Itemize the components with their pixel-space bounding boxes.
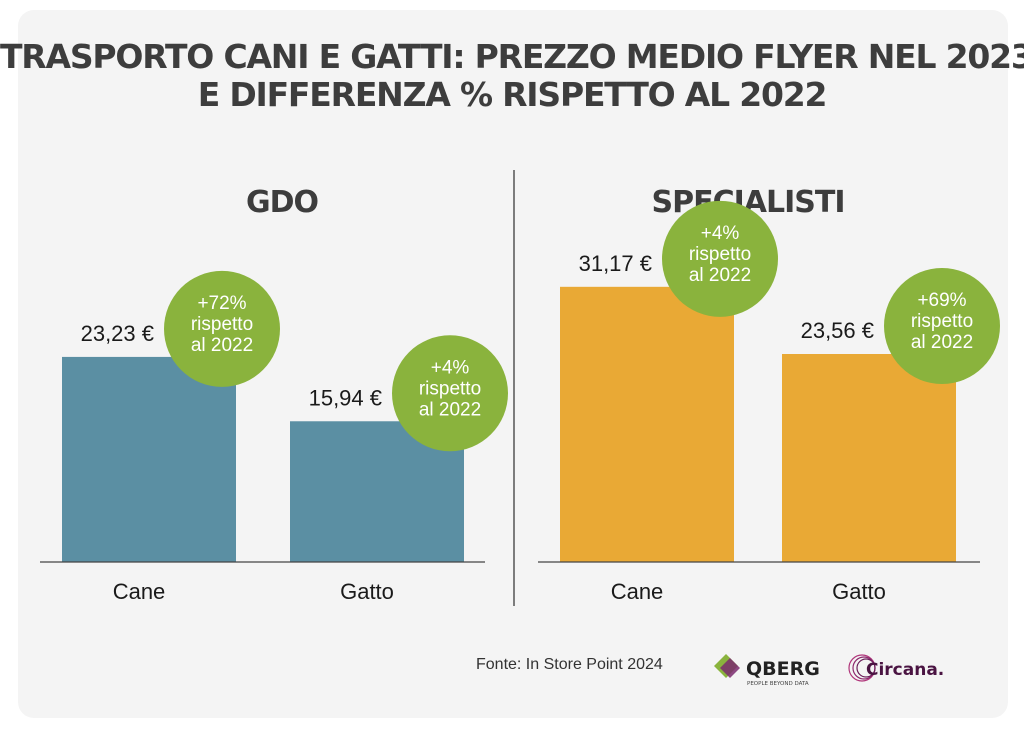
change-badge-text: al 2022 xyxy=(911,332,973,353)
change-badge-text: al 2022 xyxy=(419,399,481,420)
circana-logo-text: Circana. xyxy=(866,660,944,680)
qberg-logo-tagline: PEOPLE BEYOND DATA xyxy=(747,681,809,687)
bar xyxy=(62,356,236,562)
chart-title-line-1: TRASPORTO CANI E GATTI: PREZZO MEDIO FLY… xyxy=(0,37,1024,76)
change-badge xyxy=(884,267,1000,384)
category-label: Gatto xyxy=(832,579,886,604)
category-label: Cane xyxy=(611,579,664,604)
circana-logo-ring-3 xyxy=(856,658,876,678)
circana-logo: Circana. xyxy=(848,654,944,682)
change-badge xyxy=(392,335,508,452)
change-badge-text: +4% xyxy=(431,357,470,378)
panel-title: GDO xyxy=(246,185,318,220)
bar xyxy=(560,286,734,562)
bar xyxy=(782,353,956,562)
value-label: 15,94 € xyxy=(309,385,382,410)
change-badge-text: rispetto xyxy=(689,244,751,265)
value-label: 31,17 € xyxy=(579,251,652,276)
category-label: Gatto xyxy=(340,579,394,604)
change-badge-text: +4% xyxy=(701,223,740,244)
change-badge xyxy=(164,270,280,387)
change-badge-text: rispetto xyxy=(191,314,253,335)
chart-title: TRASPORTO CANI E GATTI: PREZZO MEDIO FLY… xyxy=(0,38,1024,114)
qberg-logo: QBERG PEOPLE BEYOND DATA xyxy=(714,654,820,687)
change-badge-text: +69% xyxy=(917,290,966,311)
change-badge-text: al 2022 xyxy=(689,265,751,286)
value-label: 23,23 € xyxy=(81,321,154,346)
chart-title-line-2: E DIFFERENZA % RISPETTO AL 2022 xyxy=(197,75,828,114)
change-badge-text: +72% xyxy=(197,293,246,314)
change-badge-text: rispetto xyxy=(419,378,481,399)
value-label: 23,56 € xyxy=(801,318,874,343)
source-note: Fonte: In Store Point 2024 xyxy=(476,656,663,673)
category-label: Cane xyxy=(113,579,166,604)
change-badge-text: rispetto xyxy=(911,311,973,332)
change-badge-text: al 2022 xyxy=(191,335,253,356)
qberg-logo-mark-right xyxy=(720,658,740,678)
qberg-logo-text: QBERG xyxy=(746,658,820,680)
change-badge xyxy=(662,200,778,317)
